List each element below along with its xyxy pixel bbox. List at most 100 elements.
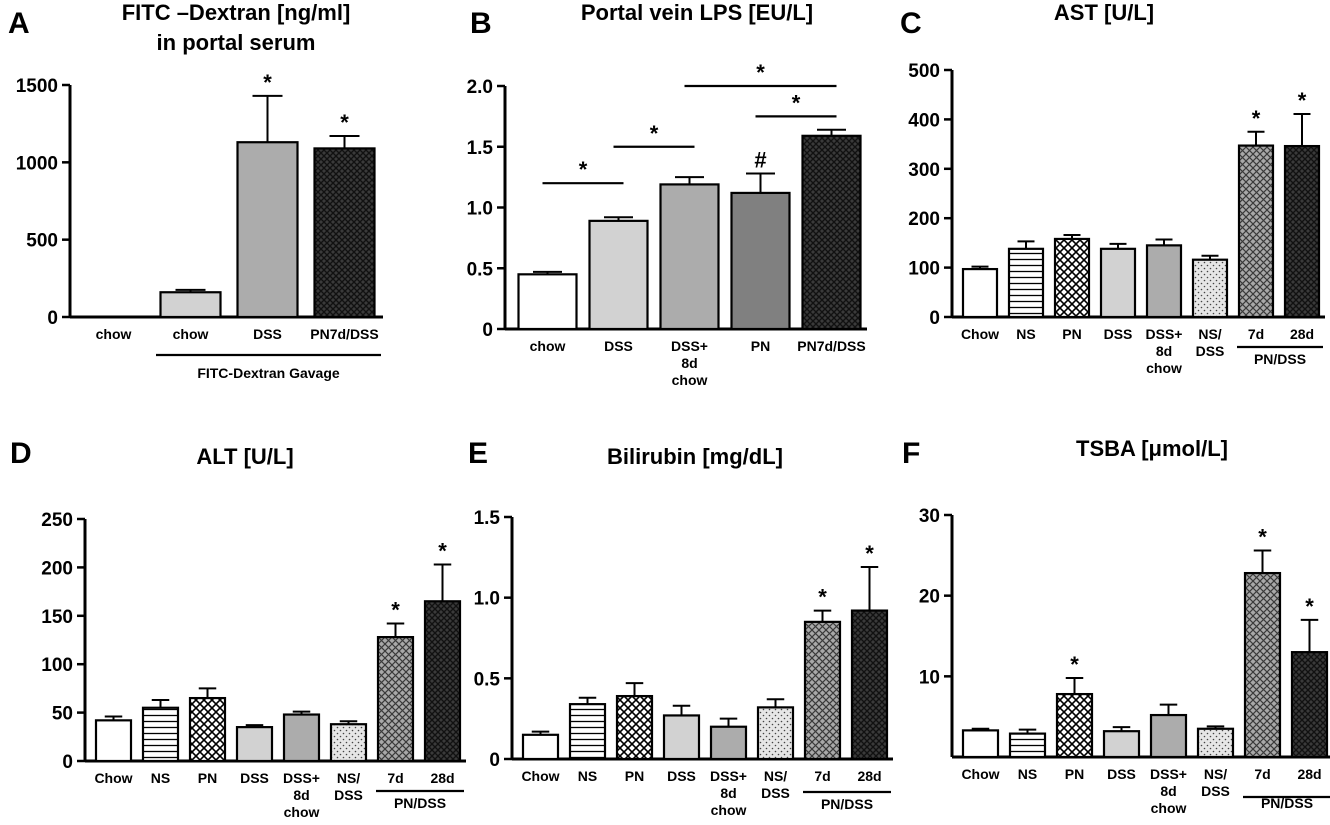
bar [709,725,748,761]
bar [188,696,227,763]
significance-label: * [756,60,765,85]
category-label: DSS [1201,783,1230,799]
chart-title: FITC –Dextran [ng/ml] [122,0,351,25]
panel-c: C AST [U/L] 0 100 200 300 400 500 Chow NS PN DSS D… [900,0,1325,376]
category-label: DSS [1104,326,1133,342]
category-label: 7d [1254,766,1270,782]
significance-label: * [818,585,827,610]
category-label: chow [96,326,132,342]
category-label: chow [284,804,320,820]
group-label: PN/DSS [1254,351,1306,367]
bar [235,726,274,763]
category-label: NS/ [337,770,360,786]
bar [329,723,368,763]
chart-title: TSBA [μmol/L] [1076,436,1228,461]
significance-label: * [792,90,801,115]
category-label: DSS+ [1146,326,1183,342]
category-label: DSS+ [1150,766,1187,782]
category-label: 8d [1160,783,1176,799]
category-label: DSS [334,787,363,803]
chart-title: ALT [U/L] [196,444,293,469]
bar [615,694,654,761]
y-tick-label: 1.0 [467,199,493,220]
panel-b: B Portal vein LPS [EU/L] 0 0.5 1.0 1.5 2.0 ch… [467,0,867,388]
category-label: PN [198,770,217,786]
panel-label: C [900,7,922,40]
category-label: chow [672,372,708,388]
y-tick-label: 1000 [16,153,58,174]
bar [662,714,701,761]
bar [1196,727,1235,759]
bar [588,219,649,331]
y-tick-label: 100 [41,655,73,676]
bar [730,191,791,331]
plot-area: 0 500 1000 1500 chow chow * DSS * PN7d/DSS FITC-De… [16,70,383,381]
category-label: PN [1062,326,1081,342]
significance-label: * [1252,106,1261,131]
bar [236,141,299,319]
y-tick-label: 1.5 [474,508,501,529]
significance-label: * [1070,652,1079,677]
panel-label: F [902,437,920,470]
y-tick-label: 10 [919,667,940,688]
category-label: NS/ [764,768,787,784]
panel-label: B [470,7,492,40]
y-tick-label: 0 [47,308,58,329]
category-label: 28d [857,768,881,784]
category-label: 8d [720,785,736,801]
category-label: PN [625,768,644,784]
category-label: 28d [1297,766,1321,782]
bar [1243,571,1282,759]
y-tick-label: 0 [929,308,940,329]
bar [1102,730,1141,759]
panel-label: D [10,437,32,470]
chart-subtitle: in portal serum [157,30,316,55]
category-label: chow [530,338,566,354]
y-tick-label: 20 [919,587,940,608]
category-label: NS [151,770,170,786]
category-label: NS/ [1204,766,1227,782]
y-tick-label: 150 [41,607,73,628]
bar [521,733,560,761]
y-tick-label: 500 [26,231,58,252]
bar [1055,692,1094,759]
y-tick-label: 2.0 [467,77,493,98]
category-label: DSS [1196,343,1225,359]
bar [1149,713,1188,759]
significance-label: * [391,598,400,623]
bar [1283,144,1321,319]
y-tick-label: 400 [908,110,940,131]
category-label: DSS [604,338,633,354]
bar [1290,651,1329,759]
group-label: PN/DSS [1261,795,1313,811]
category-label: PN [751,338,770,354]
y-tick-label: 0 [482,320,493,341]
bar [313,147,376,319]
y-tick-label: 250 [41,510,73,531]
category-label: NS [578,768,597,784]
bar [517,273,578,331]
panel-label: E [468,437,488,470]
significance-label: * [579,157,588,182]
y-tick-label: 50 [52,704,73,725]
category-label: chow [1146,360,1182,376]
bar [141,706,180,763]
bar [568,703,607,761]
category-label: chow [173,326,209,342]
category-label: DSS+ [671,338,708,354]
significance-label: * [263,70,272,95]
panel-f: F TSBA [μmol/L] 10 20 30 Chow NS * PN DSS DSS+8d… [902,436,1330,816]
bar [961,729,1000,759]
category-label: DSS [240,770,269,786]
category-label: Chow [521,768,559,784]
group-label: PN/DSS [394,795,446,811]
significance-label: # [754,147,766,172]
bar [659,183,720,331]
significance-label: * [865,541,874,566]
y-tick-label: 1500 [16,76,58,97]
